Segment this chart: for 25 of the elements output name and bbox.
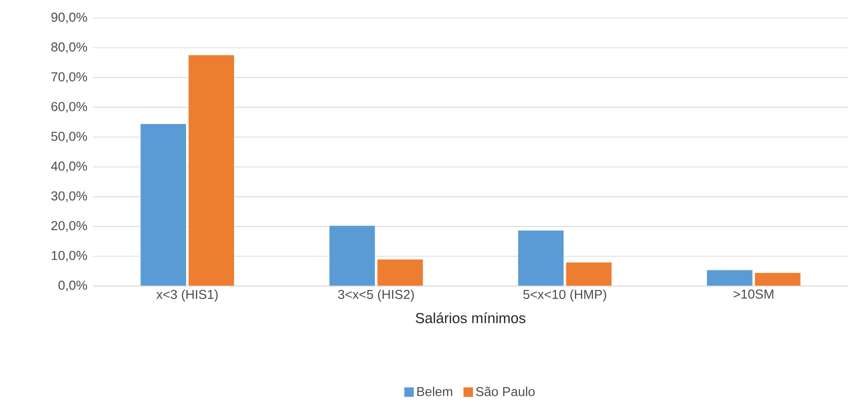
y-tick-label: 30,0% (51, 191, 88, 202)
y-tick-label: 0,0% (58, 280, 88, 292)
y-tick-label: 80,0% (51, 42, 88, 54)
y-tick-label: 50,0% (51, 132, 88, 142)
y-tick-label: 40,0% (51, 162, 88, 172)
x-tick-label: >10SM (734, 290, 774, 299)
bar (140, 123, 187, 286)
legend-label: São Paulo (476, 386, 535, 396)
y-tick-label: 70,0% (51, 72, 88, 83)
bar (376, 258, 424, 286)
y-tick-label: 20,0% (51, 221, 88, 232)
bar (566, 262, 612, 286)
y-tick-label: 60,0% (51, 102, 88, 113)
legend-label: Belem (417, 386, 452, 396)
x-tick-label: x<3 (HIS1) (156, 290, 218, 302)
x-tick-label: 5<x<10 (HMP) (523, 290, 606, 302)
bar (706, 270, 753, 286)
x-axis-title: Salários mínimos (416, 312, 526, 324)
bar (518, 230, 564, 286)
bar (188, 54, 235, 286)
bar (754, 272, 801, 286)
bar (328, 225, 376, 286)
y-tick-label: 10,0% (52, 250, 88, 262)
x-tick-label: 3<x<5 (HIS2) (338, 290, 414, 302)
y-tick-label: 90,0% (51, 12, 88, 24)
